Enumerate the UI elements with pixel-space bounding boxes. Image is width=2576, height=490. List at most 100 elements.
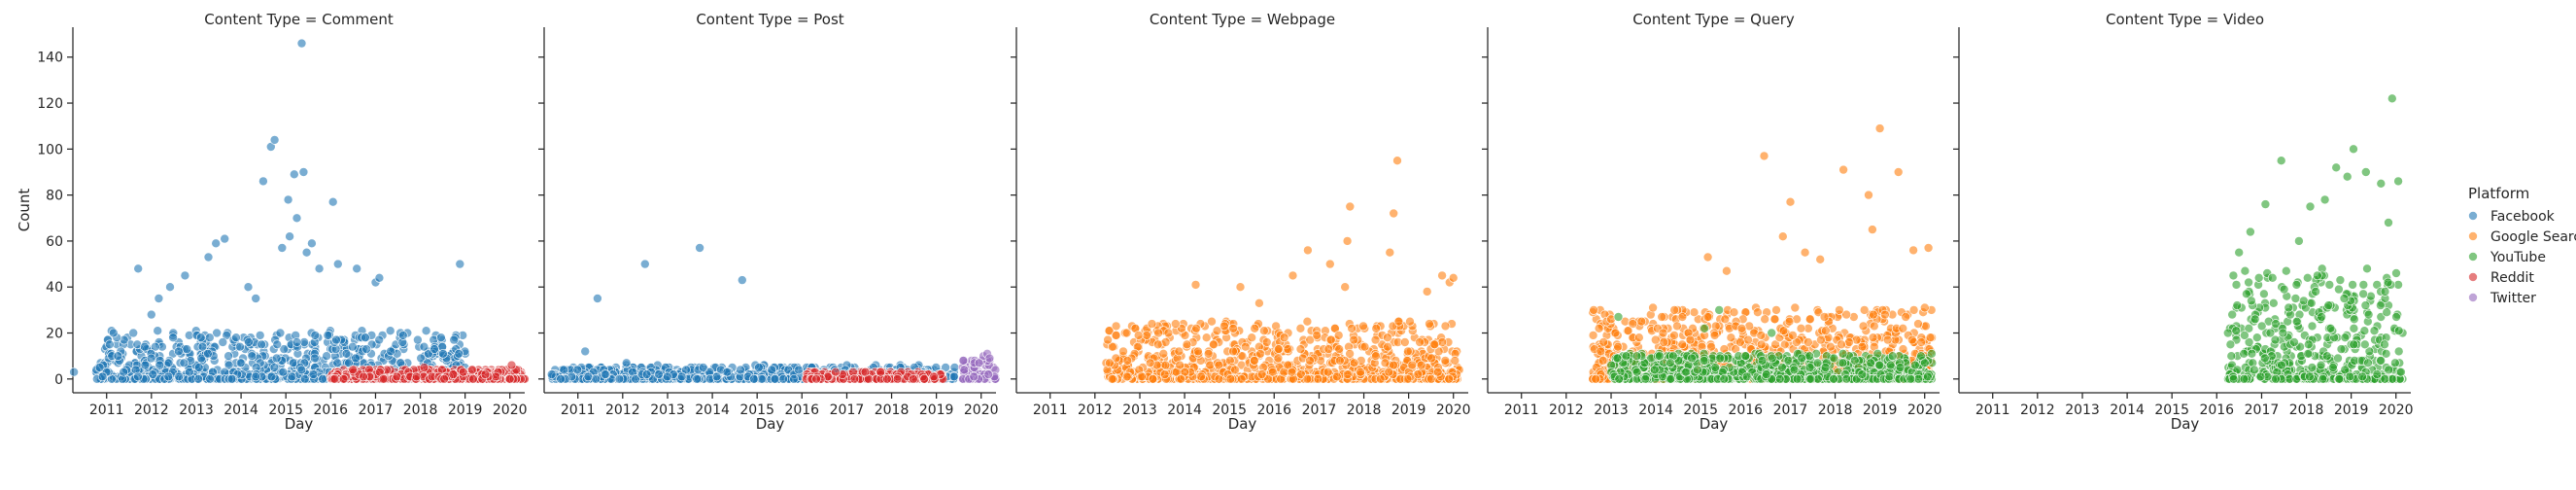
data-point xyxy=(183,345,191,354)
data-point xyxy=(459,368,467,376)
data-point xyxy=(1786,197,1795,206)
data-point xyxy=(1343,236,1352,245)
data-point xyxy=(236,342,245,351)
data-point xyxy=(1348,324,1357,332)
y-tick-label: 140 xyxy=(37,51,63,66)
data-point xyxy=(1816,255,1825,263)
data-point xyxy=(601,370,609,379)
data-point xyxy=(1112,322,1120,331)
data-point xyxy=(779,374,788,383)
series-facebook xyxy=(70,39,471,383)
data-point xyxy=(175,372,184,381)
data-point xyxy=(1820,313,1829,322)
data-point xyxy=(876,368,885,376)
data-point xyxy=(1229,347,1238,356)
data-point xyxy=(1425,320,1434,329)
data-point xyxy=(1597,347,1605,356)
data-point xyxy=(1737,324,1746,332)
series-twitter xyxy=(958,349,1000,383)
data-point xyxy=(1445,374,1454,383)
data-point xyxy=(1376,374,1385,383)
data-point xyxy=(185,368,193,376)
y-tick-label: 80 xyxy=(46,189,63,204)
data-point xyxy=(1649,303,1658,312)
x-tick-label: 2019 xyxy=(919,402,954,418)
data-point xyxy=(360,372,368,381)
data-point xyxy=(352,354,361,363)
data-point xyxy=(1350,359,1358,368)
data-point xyxy=(1108,374,1116,383)
facet-title: Content Type = Query xyxy=(1632,11,1795,28)
x-tick-label: 2011 xyxy=(1504,402,1539,418)
data-point xyxy=(1730,308,1738,317)
data-point xyxy=(1921,322,1930,331)
data-point xyxy=(1357,368,1365,376)
x-axis-label: Day xyxy=(756,415,785,433)
facet-title: Content Type = Webpage xyxy=(1150,11,1335,28)
data-point xyxy=(1924,244,1933,253)
data-point xyxy=(1659,329,1667,337)
data-point xyxy=(1394,317,1403,326)
data-point xyxy=(1175,347,1184,356)
x-tick-label: 2018 xyxy=(403,402,438,418)
data-point xyxy=(310,354,319,363)
data-point xyxy=(1371,352,1380,361)
data-point xyxy=(375,273,384,282)
data-point xyxy=(1753,308,1762,317)
data-point xyxy=(1254,298,1263,307)
data-point xyxy=(342,349,351,358)
data-point xyxy=(273,340,282,349)
data-point xyxy=(1256,349,1265,358)
data-point xyxy=(1303,246,1312,255)
data-point xyxy=(174,347,183,356)
data-point xyxy=(297,366,306,374)
data-point xyxy=(1859,322,1868,331)
data-point xyxy=(224,352,233,361)
data-point xyxy=(194,364,203,372)
data-point xyxy=(1744,335,1753,344)
data-point xyxy=(663,372,671,381)
data-point xyxy=(236,359,245,368)
data-point xyxy=(393,372,401,381)
data-point xyxy=(1303,374,1312,383)
data-point xyxy=(1917,338,1926,347)
data-point xyxy=(557,374,566,383)
data-point xyxy=(909,374,917,383)
data-point xyxy=(292,214,301,223)
data-point xyxy=(1313,331,1322,339)
data-point xyxy=(1433,368,1442,376)
data-point xyxy=(140,342,149,351)
data-point xyxy=(1248,333,1256,342)
y-tick-label: 120 xyxy=(37,96,63,112)
data-point xyxy=(70,368,79,376)
data-point xyxy=(387,347,395,356)
data-point xyxy=(593,295,601,303)
data-point xyxy=(1805,315,1814,324)
data-point xyxy=(1400,338,1409,347)
series-facebook xyxy=(547,244,959,384)
data-point xyxy=(985,354,994,363)
data-point xyxy=(1153,340,1162,349)
data-point xyxy=(1880,310,1889,319)
data-point xyxy=(1907,335,1916,344)
data-point xyxy=(677,372,686,381)
x-tick-label: 2014 xyxy=(1167,402,1202,418)
data-point xyxy=(1296,345,1305,354)
data-point xyxy=(1229,324,1238,332)
data-point xyxy=(1430,340,1439,349)
data-point xyxy=(1171,320,1180,329)
data-point xyxy=(353,264,361,273)
data-point xyxy=(1324,345,1333,354)
data-point xyxy=(315,264,324,273)
data-point xyxy=(276,329,285,337)
x-tick-label: 2016 xyxy=(1728,402,1763,418)
data-point xyxy=(375,335,384,344)
data-point xyxy=(1134,331,1143,339)
data-point xyxy=(1868,226,1876,234)
data-point xyxy=(1894,168,1903,177)
data-point xyxy=(1346,202,1355,211)
data-point xyxy=(1197,372,1206,381)
data-point xyxy=(1335,356,1344,365)
